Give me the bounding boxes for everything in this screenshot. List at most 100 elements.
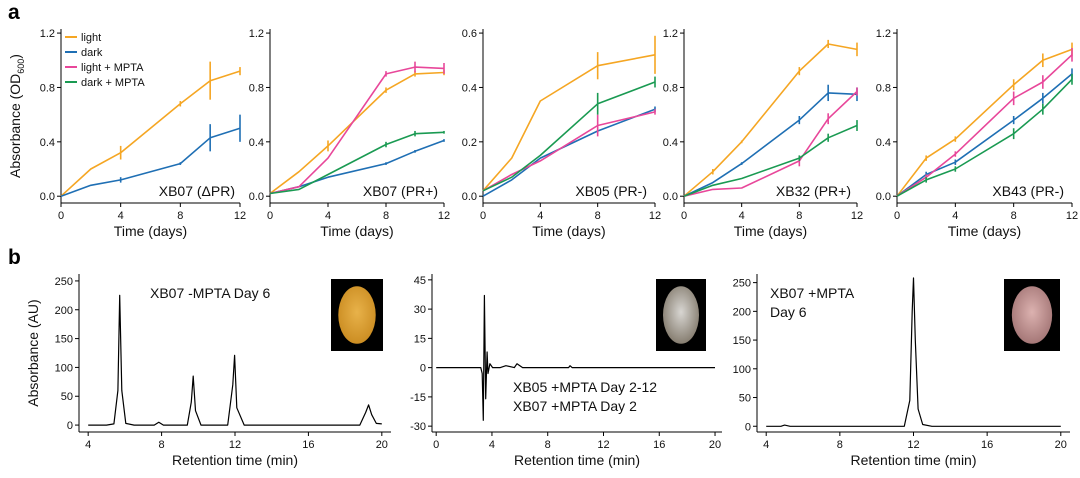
y-tick-label: 0 — [745, 421, 751, 433]
chart-5: 0 4 8 12 0.0 0.4 0.8 1.2 Time (days) XB43 (PR-) — [876, 28, 1078, 239]
x-tick-label: 16 — [302, 439, 314, 451]
series-line — [683, 90, 858, 197]
series-line — [683, 43, 858, 197]
legend-item: light + MPTA — [81, 62, 144, 74]
series-line — [88, 294, 382, 426]
x-tick-label: 0 — [58, 210, 64, 222]
legend-item: dark + MPTA — [81, 77, 145, 89]
colony-photo-1 — [331, 279, 383, 351]
x-tick-label: 12 — [234, 210, 246, 222]
y-tick-label: 100 — [733, 364, 751, 376]
panel-label-b: b — [8, 246, 21, 269]
chart-title: XB07 -MPTA Day 6 — [150, 285, 271, 301]
x-tick-label: 8 — [383, 210, 389, 222]
x-tick-label: 0 — [894, 210, 900, 222]
series-light-mpta — [896, 48, 1073, 197]
chart-title: XB05 +MPTA Day 2-12 — [513, 379, 657, 395]
y-tick-label: 1.2 — [249, 28, 264, 40]
x-tick-label: 8 — [595, 210, 601, 222]
series-line — [683, 124, 858, 197]
x-tick-label: 0 — [433, 439, 439, 451]
series-light — [683, 39, 858, 197]
legend-item: light — [81, 32, 101, 44]
y-tick-label: 50 — [61, 391, 73, 403]
series-dark-mpta — [269, 130, 445, 195]
series-line — [896, 54, 1073, 197]
y-tick-label: 0.0 — [876, 191, 891, 203]
y-tick-label: -15 — [410, 392, 426, 404]
series-light — [482, 35, 656, 192]
chart-4: 0 4 8 12 0.0 0.4 0.8 1.2 Time (days) XB32 (PR+) — [663, 28, 863, 239]
series-line — [60, 127, 241, 197]
series-line — [436, 294, 715, 421]
series-light-mpta — [269, 61, 445, 195]
series-dark-mpta — [683, 120, 858, 197]
y-tick-label: 30 — [414, 304, 426, 316]
y-axis-title-close: ) — [7, 54, 23, 59]
x-tick-label: 20 — [1055, 439, 1067, 451]
series-dark — [683, 84, 858, 197]
x-tick-label: 0 — [681, 210, 687, 222]
y-tick-label: 1.2 — [876, 28, 891, 40]
x-tick-label: 12 — [851, 210, 863, 222]
x-tick-label: 8 — [545, 439, 551, 451]
colony-photo-2 — [656, 279, 706, 351]
chart-title: XB32 (PR+) — [776, 183, 851, 199]
x-tick-label: 8 — [1011, 210, 1017, 222]
x-tick-label: 4 — [739, 210, 745, 222]
chart-title: XB07 (ΔPR) — [159, 183, 235, 199]
series-line — [269, 71, 445, 195]
x-tick-label: 0 — [267, 210, 273, 222]
y-tick-label: 0.6 — [462, 28, 477, 40]
x-tick-label: 8 — [159, 439, 165, 451]
x-axis-title: Time (days) — [532, 223, 605, 239]
series-line — [60, 70, 241, 197]
colony-blot — [663, 286, 699, 344]
series-dark-mpta — [896, 73, 1073, 197]
legend-item: dark — [81, 47, 103, 59]
x-tick-label: 12 — [597, 439, 609, 451]
x-tick-label: 12 — [649, 210, 661, 222]
y-tick-label: 0.4 — [249, 137, 264, 149]
series-line — [896, 78, 1073, 197]
series-light — [896, 42, 1073, 197]
y-tick-label: 150 — [55, 334, 73, 346]
series-line — [766, 277, 1061, 427]
chart-3: 0 4 8 12 0.0 0.2 0.4 0.6 Time (days) XB05 (PR-) — [462, 28, 661, 239]
series-line — [896, 48, 1073, 197]
colony-blot — [338, 286, 376, 344]
y-axis-title: Absorbance (AU) — [25, 299, 41, 406]
series-trace — [436, 294, 715, 421]
chart-7: 0 4 8 12 16 20 -30 -15 0 15 30 45 Retention time (mi… — [410, 274, 722, 468]
chart-title: XB07 +MPTA — [770, 285, 855, 301]
y-tick-label: 0.0 — [249, 191, 264, 203]
x-axis-title: Time (days) — [948, 223, 1021, 239]
series-line — [482, 111, 656, 192]
series-line — [896, 73, 1073, 197]
series-light — [60, 61, 241, 197]
y-tick-label: 0 — [420, 363, 426, 375]
x-tick-label: 4 — [763, 439, 769, 451]
x-tick-label: 8 — [837, 439, 843, 451]
panel-label-a: a — [8, 1, 20, 24]
series-trace — [88, 294, 382, 426]
chart-title: XB07 (PR+) — [363, 183, 438, 199]
x-tick-label: 8 — [796, 210, 802, 222]
chart-title: XB43 (PR-) — [992, 183, 1064, 199]
y-tick-label: 1.2 — [663, 28, 678, 40]
y-tick-label: 0.0 — [663, 191, 678, 203]
chart-title-line2: XB07 +MPTA Day 2 — [513, 398, 637, 414]
y-axis-title-subscript: 600 — [16, 59, 26, 74]
y-tick-label: 100 — [55, 362, 73, 374]
y-tick-label: 0.4 — [40, 137, 55, 149]
y-tick-label: 0.4 — [663, 137, 678, 149]
y-tick-label: 150 — [733, 335, 751, 347]
x-tick-label: 16 — [981, 439, 993, 451]
legend: light dark light + MPTA dark + MPTA — [65, 32, 145, 89]
x-axis-title: Retention time (min) — [850, 452, 976, 468]
colony-blot — [1011, 286, 1053, 344]
y-tick-label: 1.2 — [40, 28, 55, 40]
series-line — [269, 66, 445, 195]
